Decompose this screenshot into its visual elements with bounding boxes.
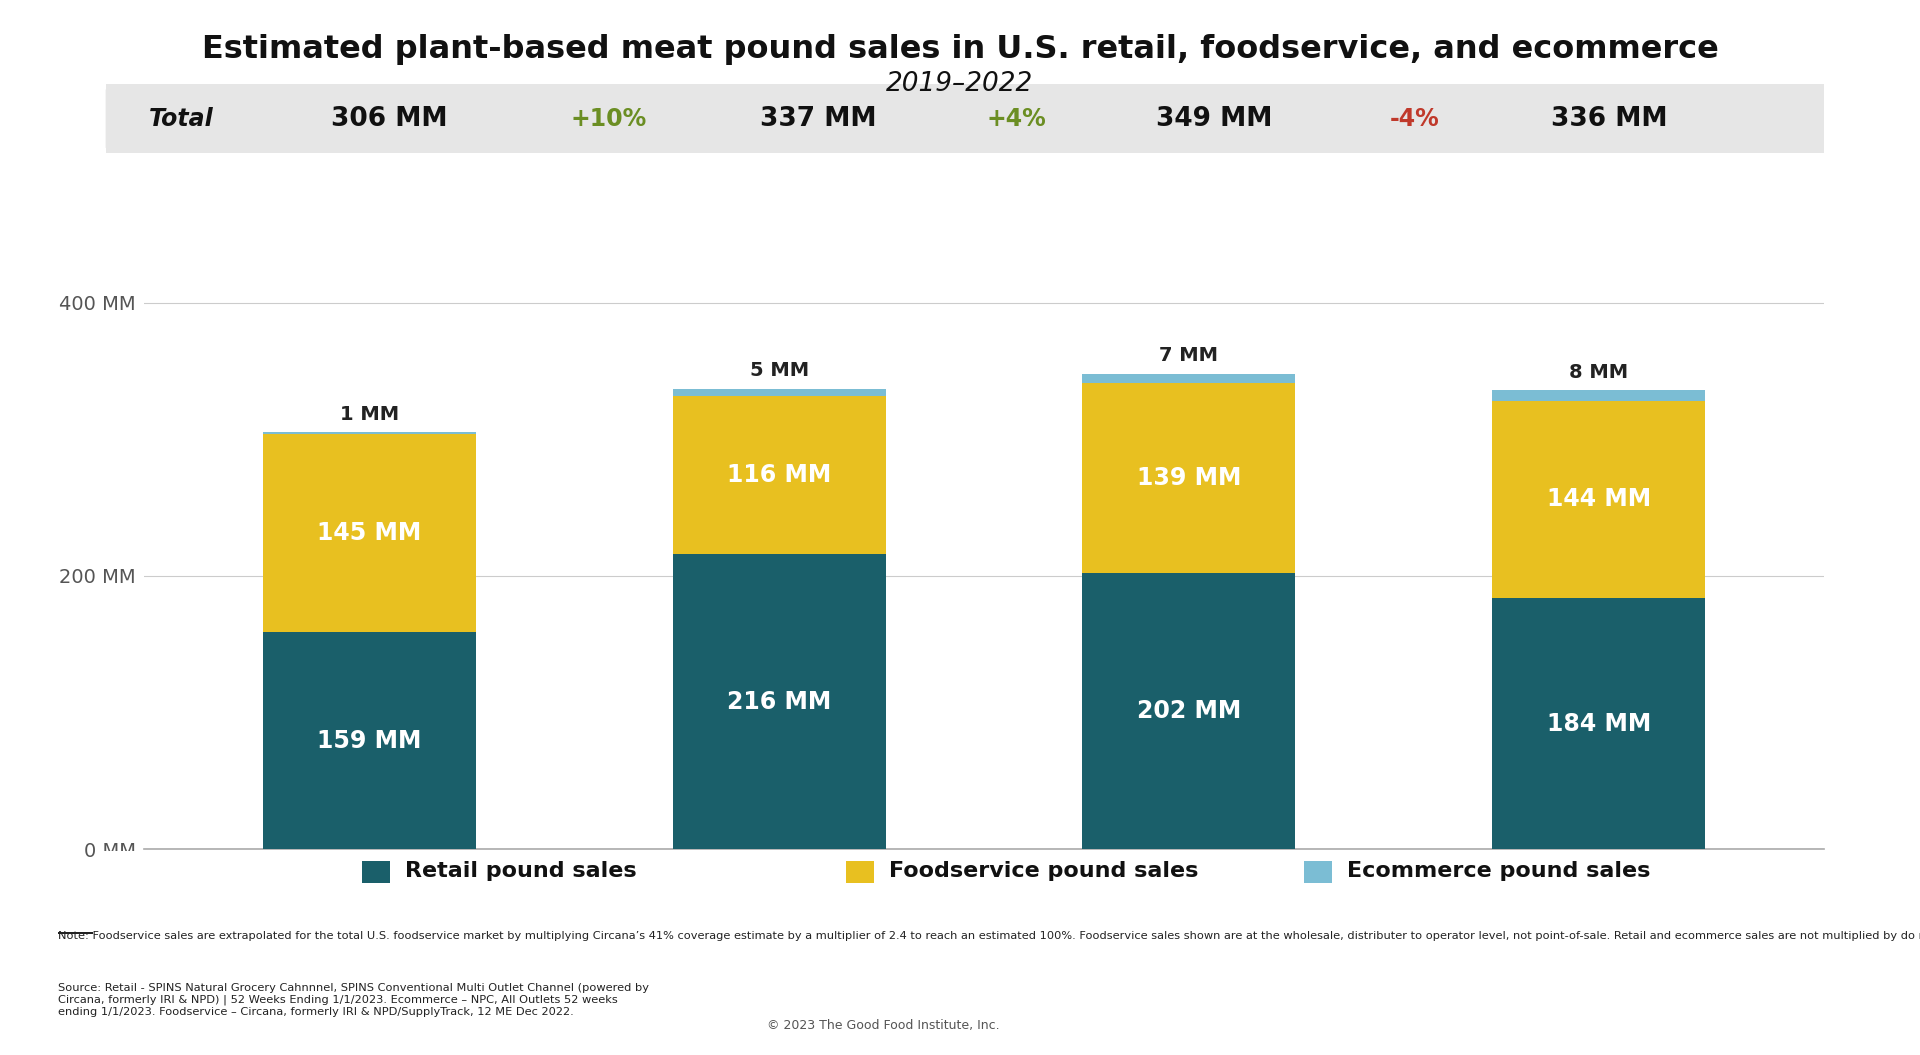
Text: 159 MM: 159 MM [317, 729, 422, 752]
Text: +10%: +10% [570, 107, 647, 131]
Bar [1492, 598, 1705, 849]
Bar [1492, 390, 1705, 401]
Text: 145 MM: 145 MM [317, 521, 422, 544]
Bar [263, 433, 476, 434]
Text: 349 MM: 349 MM [1156, 106, 1273, 132]
Text: Note: Foodservice sales are extrapolated for the total U.S. foodservice market b: Note: Foodservice sales are extrapolated… [58, 931, 1920, 940]
Bar [672, 396, 885, 554]
Bar [1083, 573, 1296, 849]
Text: Total: Total [148, 107, 213, 131]
Text: Ecommerce pound sales: Ecommerce pound sales [1348, 862, 1651, 881]
Text: 216 MM: 216 MM [728, 690, 831, 713]
Bar [1083, 373, 1296, 383]
Text: -4%: -4% [1390, 107, 1440, 131]
Text: 8 MM: 8 MM [1569, 363, 1628, 382]
Text: 337 MM: 337 MM [760, 106, 877, 132]
Text: 5 MM: 5 MM [749, 362, 808, 381]
Text: 306 MM: 306 MM [330, 106, 447, 132]
Text: 202 MM: 202 MM [1137, 699, 1240, 724]
Bar [847, 861, 874, 883]
Text: Estimated plant-based meat pound sales in U.S. retail, foodservice, and ecommerc: Estimated plant-based meat pound sales i… [202, 34, 1718, 64]
Text: 116 MM: 116 MM [728, 463, 831, 486]
FancyBboxPatch shape [106, 84, 1824, 153]
Text: 184 MM: 184 MM [1546, 711, 1651, 735]
Text: 139 MM: 139 MM [1137, 466, 1240, 491]
Text: 144 MM: 144 MM [1548, 487, 1651, 512]
Text: Foodservice pound sales: Foodservice pound sales [889, 862, 1198, 881]
Text: +4%: +4% [987, 107, 1046, 131]
Text: 2019–2022: 2019–2022 [887, 71, 1033, 97]
Bar [1083, 383, 1296, 573]
Text: © 2023 The Good Food Institute, Inc.: © 2023 The Good Food Institute, Inc. [766, 1019, 1000, 1032]
Bar [1304, 861, 1332, 883]
Text: 336 MM: 336 MM [1551, 106, 1667, 132]
Bar [363, 861, 390, 883]
Bar [672, 554, 885, 849]
Bar [263, 632, 476, 849]
Bar [263, 434, 476, 632]
Text: 1 MM: 1 MM [340, 405, 399, 424]
Text: Retail pound sales: Retail pound sales [405, 862, 637, 881]
Bar [672, 388, 885, 396]
Bar [1492, 401, 1705, 598]
Text: 7 MM: 7 MM [1160, 346, 1219, 365]
Text: Source: Retail - SPINS Natural Grocery Cahnnnel, SPINS Conventional Multi Outlet: Source: Retail - SPINS Natural Grocery C… [58, 983, 649, 1017]
